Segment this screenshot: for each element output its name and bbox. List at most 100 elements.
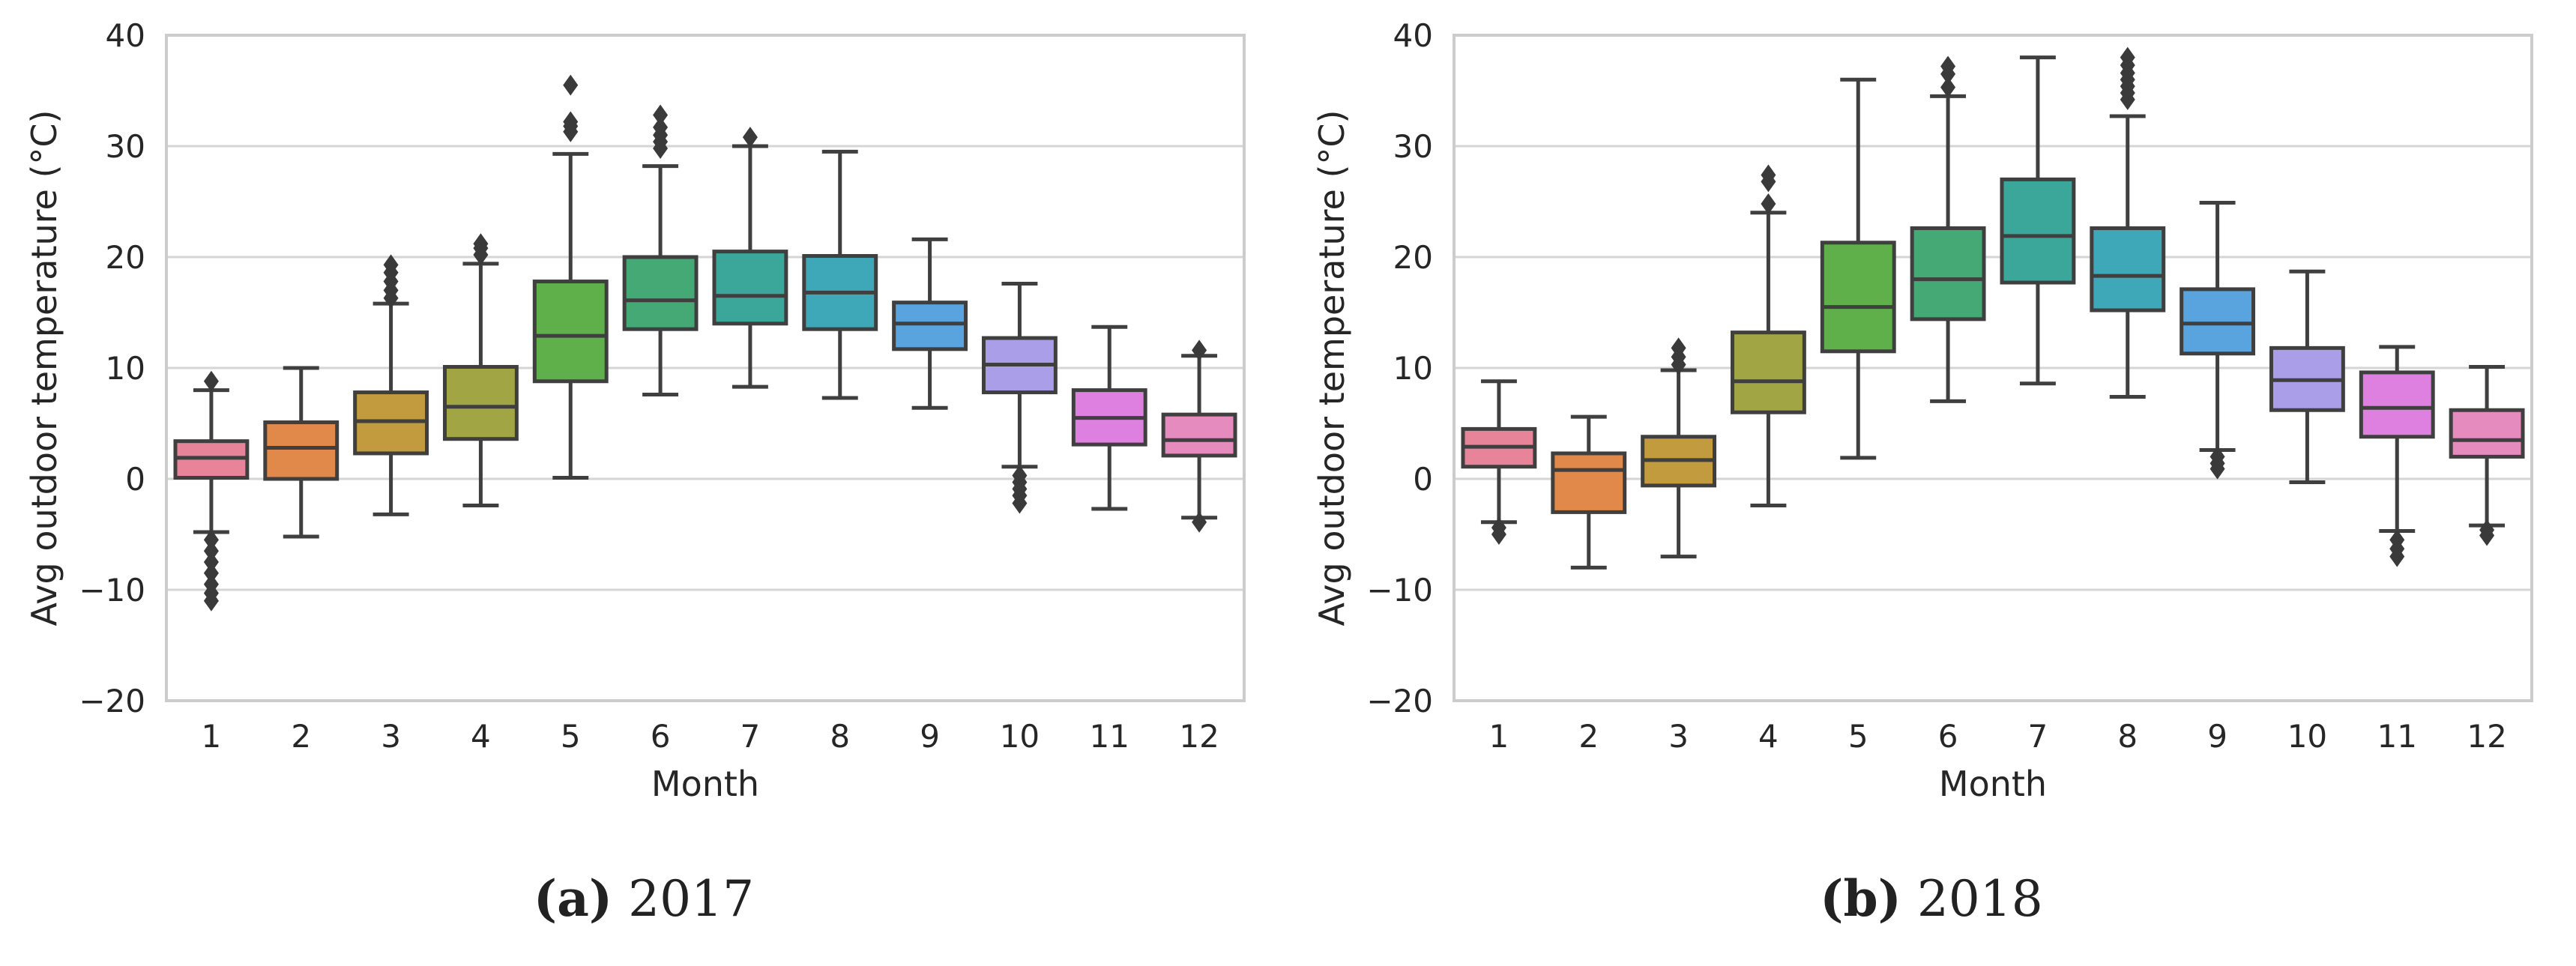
x-tick-label: 11 [2377, 718, 2417, 755]
box-month-8 [802, 149, 878, 400]
outlier-point [1940, 76, 1956, 98]
box-month-12 [1161, 339, 1237, 533]
x-tick-label: 8 [2117, 718, 2138, 755]
outlier-point [1192, 511, 1207, 533]
outlier-point [2120, 46, 2135, 68]
x-axis-title: Month [1939, 764, 2047, 804]
box-month-10 [2269, 269, 2345, 484]
x-tick-label: 2 [291, 718, 311, 755]
x-tick-label: 5 [561, 718, 581, 755]
x-tick-label: 7 [740, 718, 761, 755]
x-tick-label: 12 [2467, 718, 2506, 755]
x-tick-label: 2 [1578, 718, 1599, 755]
outlier-point [563, 111, 579, 133]
y-tick-label: −10 [79, 572, 145, 609]
box-iqr [892, 301, 968, 351]
boxes [173, 74, 1237, 612]
y-tick-label: 20 [106, 239, 145, 276]
outlier-point [383, 254, 399, 276]
x-tick-labels: 1 2 3 4 5 6 7 8 9 10 11 12 [202, 718, 1219, 755]
box-month-5 [1820, 77, 1896, 460]
panel-label: (a) [533, 869, 613, 928]
outlier-point [1761, 164, 1776, 186]
y-axis-title: Avg outdoor temperature (°C) [24, 110, 64, 627]
y-tick-label: −10 [1366, 572, 1433, 609]
x-axis-title: Month [651, 764, 759, 804]
outlier-point [1761, 193, 1776, 214]
x-tick-label: 10 [2287, 718, 2327, 755]
chart-panel-2017: −20 −10 0 10 20 30 40 1 2 3 4 5 6 7 8 9 10 11 12 Month Avg o… [0, 17, 1288, 928]
box-month-4 [442, 233, 519, 508]
box-iqr [1910, 226, 1986, 322]
y-tick-label: 30 [106, 128, 145, 165]
x-tick-label: 4 [471, 718, 491, 755]
box-month-8 [2090, 46, 2166, 399]
outlier-point [203, 562, 219, 584]
x-tick-label: 6 [651, 718, 671, 755]
panel-label: (b) [1820, 869, 1901, 928]
box-month-2 [1551, 414, 1627, 570]
box-iqr [1730, 330, 1806, 414]
outlier-point [563, 74, 579, 96]
box-month-1 [173, 370, 250, 612]
x-tick-label: 5 [1848, 718, 1868, 755]
x-tick-labels: 1 2 3 4 5 6 7 8 9 10 11 12 [1489, 718, 2507, 755]
outlier-point [473, 233, 489, 255]
box-month-9 [892, 237, 968, 410]
x-tick-label: 4 [1758, 718, 1779, 755]
outlier-point [653, 116, 669, 138]
x-tick-label: 3 [381, 718, 401, 755]
y-tick-label: −20 [1366, 683, 1433, 719]
y-tick-label: 10 [106, 350, 145, 387]
y-tick-label: 10 [1393, 350, 1433, 387]
boxes [1461, 46, 2525, 570]
box-iqr [712, 250, 788, 326]
box-iqr [442, 365, 519, 441]
outlier-point [1940, 55, 1956, 77]
outlier-point [2389, 546, 2405, 567]
box-iqr [2359, 370, 2435, 439]
y-tick-label: 40 [1393, 17, 1433, 54]
plot-frame [1453, 34, 2533, 702]
chart-panel-2018: −20 −10 0 10 20 30 40 1 2 3 4 5 6 7 8 9 10 11 12 Month Avg o… [1288, 0, 2575, 966]
plot-frame [165, 34, 1246, 702]
box-month-2 [263, 366, 340, 539]
outlier-point [1671, 337, 1686, 359]
box-month-7 [2000, 55, 2076, 386]
box-iqr [1820, 241, 1896, 354]
outlier-point [203, 529, 219, 551]
y-tick-label: 30 [1393, 128, 1433, 165]
x-tick-label: 8 [830, 718, 850, 755]
x-tick-label: 7 [2028, 718, 2048, 755]
box-month-6 [622, 104, 699, 397]
box-month-3 [353, 254, 429, 516]
y-tick-label: 0 [1413, 461, 1433, 498]
x-tick-label: 10 [1000, 718, 1040, 755]
x-tick-label: 12 [1179, 718, 1219, 755]
box-iqr [2000, 177, 2076, 285]
box-month-3 [1641, 337, 1717, 559]
box-iqr [532, 280, 609, 384]
box-month-9 [2180, 200, 2256, 480]
outlier-point [1192, 339, 1207, 361]
y-axis-title: Avg outdoor temperature (°C) [1312, 110, 1352, 627]
box-iqr [2449, 408, 2525, 459]
y-tick-labels: −20 −10 0 10 20 30 40 [79, 17, 145, 719]
x-tick-label: 3 [1668, 718, 1689, 755]
box-iqr [263, 420, 340, 481]
box-month-6 [1910, 55, 1986, 403]
outlier-point [2479, 525, 2495, 546]
caption-year: 2017 [628, 870, 755, 928]
x-tick-label: 9 [920, 718, 940, 755]
y-tick-label: 40 [106, 17, 145, 54]
outlier-point [1012, 492, 1028, 514]
x-tick-label: 1 [202, 718, 222, 755]
box-iqr [622, 255, 699, 331]
box-month-12 [2449, 365, 2525, 546]
box-iqr [1551, 451, 1627, 514]
caption-2017: (a) 2017 [0, 869, 1288, 928]
x-tick-label: 1 [1489, 718, 1509, 755]
box-month-10 [981, 282, 1058, 514]
